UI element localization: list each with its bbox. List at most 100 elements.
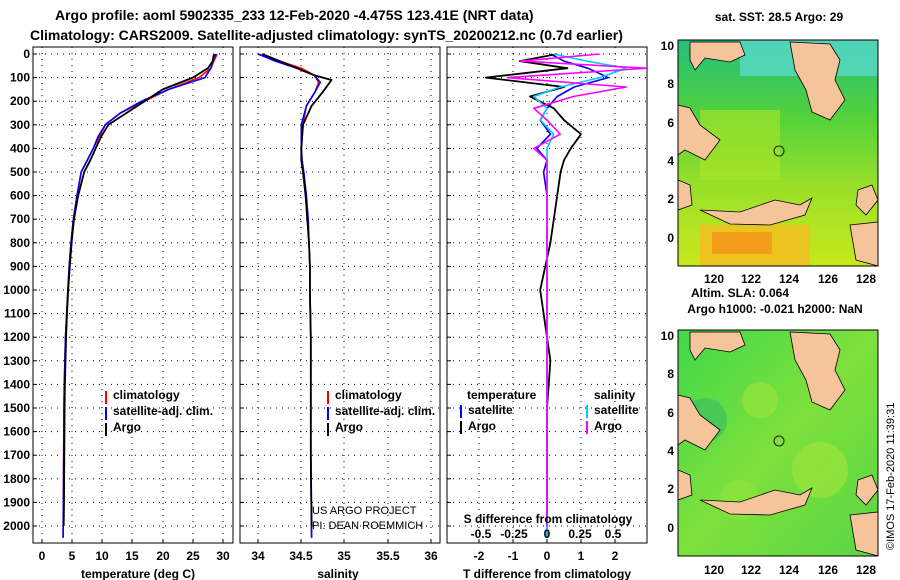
imos-credit: ©IMOS 17-Feb-2020 11:39:31 [885,403,897,550]
landmass-banda [699,197,813,226]
sla-map-field [678,330,878,556]
landmass-east [855,474,879,506]
map-x-tick: 126 [818,272,838,286]
map-y-tick: 10 [661,329,675,343]
difference-series-s-argo [506,53,647,526]
sla-high-blob [742,382,778,418]
legend-s-satellite-label: satellite [594,403,639,417]
sla-high-blob [792,442,848,498]
map-y-tick: 0 [667,231,674,245]
map-y-tick: 2 [667,482,674,496]
difference-x-tick: -2 [474,549,485,563]
credit-pi: PI: DEAN ROEMMICH [312,520,423,532]
depth-tick-label: 1500 [3,401,30,415]
map-y-tick: 10 [661,39,675,53]
depth-tick-label: 800 [10,236,30,250]
depth-tick-label: 200 [10,94,30,108]
sst-hot-core [712,232,772,254]
temperature-series-climatology [62,53,218,538]
difference-top-label: S difference from climatology [464,512,633,526]
sla-map [677,329,879,557]
difference-x-ticks: -2 -1 0 1 2 [474,549,619,563]
map-x-tick: 124 [779,272,799,286]
map-y-tick: 4 [667,444,674,458]
map-x-tick: 122 [741,563,761,577]
depth-tick-label: 300 [10,118,30,132]
depth-tick-label: 400 [10,141,30,155]
salinity-x-tick: 35.5 [376,549,400,563]
depth-tick-label: 1700 [3,448,30,462]
landmass-sulawesi [677,394,721,451]
salinity-x-tick: 34.5 [289,549,313,563]
depth-tick-label: 0 [23,47,30,61]
map-x-tick: 120 [704,563,724,577]
landmass-banda [699,487,813,516]
difference-x-tick: 0 [544,549,551,563]
temperature-panel [32,46,234,544]
map-x-tick: 120 [704,272,724,286]
landmass-north [689,41,746,71]
landmass-mindanao [789,41,846,121]
map-x-tick: 128 [856,272,876,286]
temperature-x-tick: 25 [186,549,200,563]
map-x-tick: 128 [856,563,876,577]
temperature-legend: climatology satellite-adj. clim. Argo [105,388,213,436]
depth-tick-label: 1600 [3,425,30,439]
sla-map-x-ticks: 120 122 124 126 128 [704,563,876,577]
depth-tick-label: 1100 [4,307,30,321]
temperature-series-argo [62,53,215,527]
depth-tick-label: 1300 [3,354,30,368]
sla-map-frame [677,329,879,557]
salinity-x-tick: 36 [424,549,438,563]
difference-top-tick: -0.25 [500,527,528,541]
legend-s-argo-label: Argo [594,419,622,433]
map-y-tick: 2 [667,192,674,206]
sst-map [677,39,879,267]
legend-satellite-label: satellite-adj. clim. [335,404,435,418]
depth-tick-label: 1400 [3,377,30,391]
legend-salinity-title: salinity [594,388,636,402]
legend-satellite-label: satellite-adj. clim. [113,404,213,418]
landmass-east [855,184,879,216]
salinity-series-argo [261,53,333,527]
depth-tick-label: 600 [10,189,30,203]
difference-x-tick: 2 [612,549,619,563]
difference-legend: temperature salinity satellite Argo sate… [460,388,639,434]
header-subtitle: Climatology: CARS2009. Satellite-adjuste… [30,27,623,43]
map-x-tick: 124 [779,563,799,577]
difference-x-label: T difference from climatology [463,567,631,580]
header-title: Argo profile: aoml 5902335_233 12-Feb-20… [55,7,534,23]
temperature-x-tick: 5 [69,549,76,563]
difference-x-tick: 1 [578,549,585,563]
temperature-series-satellite-adj-clim- [62,53,217,538]
credit-project: US ARGO PROJECT [312,505,417,517]
difference-top-tick: 0.25 [568,527,592,541]
depth-tick-label: 1200 [3,330,30,344]
legend-climatology-label: climatology [113,388,180,402]
map-y-tick: 6 [667,406,674,420]
map-y-tick: 8 [667,77,674,91]
temperature-x-tick: 10 [95,549,109,563]
map-x-tick: 122 [741,272,761,286]
sla-map-y-ticks: 10 8 6 4 2 0 [661,329,675,535]
depth-tick-label: 500 [10,165,30,179]
salinity-x-tick: 34 [251,549,265,563]
temperature-x-tick: 30 [216,549,230,563]
legend-t-satellite-label: satellite [468,403,513,417]
temperature-x-label: temperature (deg C) [81,567,195,580]
sst-map-y-ticks: 10 8 6 4 2 0 [661,39,675,245]
landmass-north [689,331,746,361]
legend-argo-label: Argo [335,420,363,434]
depth-tick-label: 700 [10,212,30,226]
depth-tick-label: 900 [10,259,30,273]
sst-map-title: sat. SST: 28.5 Argo: 29 [715,10,844,24]
argo-location-marker [773,435,785,447]
landmass-mindanao [789,331,846,411]
argo-location-marker [773,145,785,157]
temperature-x-tick: 0 [39,549,46,563]
difference-x-tick: -1 [508,549,519,563]
temperature-x-tick: 15 [125,549,139,563]
landmass-sulawesi [677,104,721,161]
difference-top-tick: 0 [544,527,551,541]
